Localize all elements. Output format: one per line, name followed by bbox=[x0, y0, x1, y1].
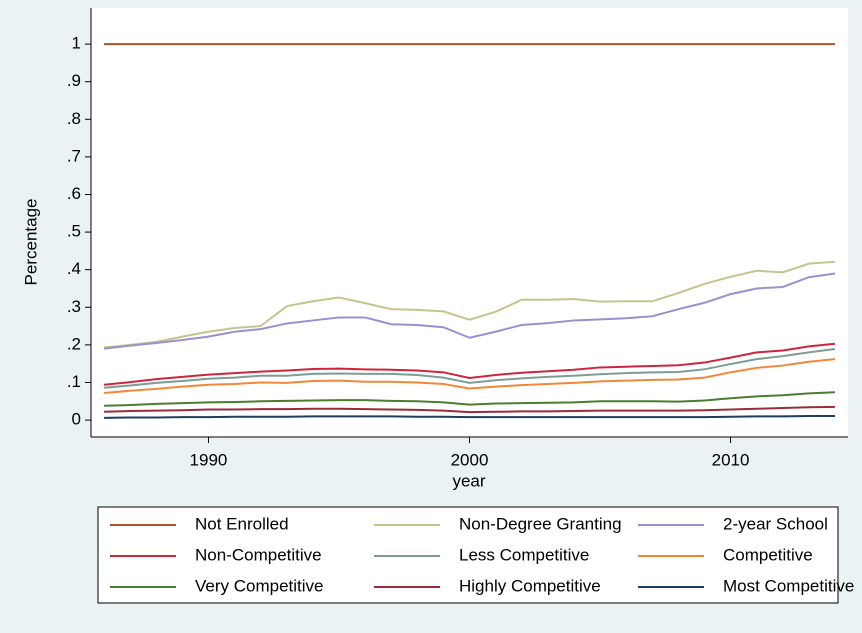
legend-label: Highly Competitive bbox=[459, 576, 601, 595]
series-line bbox=[104, 414, 835, 419]
legend-label: Not Enrolled bbox=[195, 514, 289, 533]
y-axis-title: Percentage bbox=[21, 199, 40, 286]
y-tick-label: .4 bbox=[67, 259, 81, 278]
x-tick-label: 1990 bbox=[190, 450, 228, 469]
series-line bbox=[104, 391, 835, 407]
series-line bbox=[104, 405, 835, 414]
legend-label: Non-Degree Granting bbox=[459, 514, 622, 533]
y-tick-label: 0 bbox=[72, 410, 81, 429]
series-line bbox=[103, 260, 836, 349]
legend-label: Less Competitive bbox=[459, 545, 589, 564]
y-tick-label: .7 bbox=[67, 146, 81, 165]
y-tick-label: .9 bbox=[67, 71, 81, 90]
legend-label: 2-year School bbox=[723, 514, 828, 533]
legend-label: Very Competitive bbox=[195, 576, 324, 595]
legend-box bbox=[97, 506, 839, 604]
series-line bbox=[103, 358, 836, 395]
legend-label: Competitive bbox=[723, 545, 813, 564]
y-tick-label: .2 bbox=[67, 334, 81, 353]
x-tick-label: 2010 bbox=[712, 450, 750, 469]
legend-label: Non-Competitive bbox=[195, 545, 322, 564]
y-tick-label: .5 bbox=[67, 222, 81, 241]
x-tick-label: 2000 bbox=[451, 450, 489, 469]
legend-label: Most Competitive bbox=[723, 576, 854, 595]
x-axis-title: year bbox=[452, 471, 485, 490]
y-tick-label: .1 bbox=[67, 372, 81, 391]
series-line bbox=[103, 348, 836, 389]
y-tick-label: .8 bbox=[67, 109, 81, 128]
series-line bbox=[103, 272, 836, 350]
y-tick-label: .6 bbox=[67, 184, 81, 203]
series-line bbox=[103, 342, 836, 386]
y-tick-label: .3 bbox=[67, 297, 81, 316]
y-tick-label: 1 bbox=[72, 34, 81, 53]
